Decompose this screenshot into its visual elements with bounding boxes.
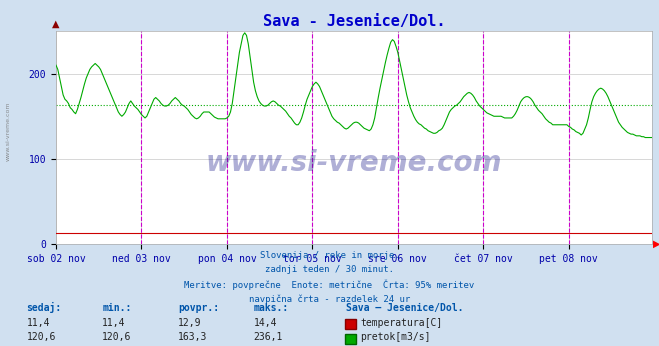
Text: pretok[m3/s]: pretok[m3/s] — [360, 332, 431, 342]
Text: Meritve: povprečne  Enote: metrične  Črta: 95% meritev: Meritve: povprečne Enote: metrične Črta:… — [185, 280, 474, 290]
Text: 163,3: 163,3 — [178, 332, 208, 342]
Text: Slovenija / reke in morje.: Slovenija / reke in morje. — [260, 251, 399, 260]
Text: Sava – Jesenice/Dol.: Sava – Jesenice/Dol. — [346, 303, 463, 313]
Text: www.si-vreme.com: www.si-vreme.com — [5, 102, 11, 161]
Text: navpična črta - razdelek 24 ur: navpična črta - razdelek 24 ur — [249, 294, 410, 304]
Title: Sava - Jesenice/Dol.: Sava - Jesenice/Dol. — [263, 13, 445, 29]
Text: 12,9: 12,9 — [178, 318, 202, 328]
Text: min.:: min.: — [102, 303, 132, 313]
Text: povpr.:: povpr.: — [178, 303, 219, 313]
Text: ▲: ▲ — [52, 19, 60, 29]
Text: 11,4: 11,4 — [26, 318, 50, 328]
Text: ▶: ▶ — [653, 239, 659, 249]
Text: www.si-vreme.com: www.si-vreme.com — [206, 149, 502, 177]
Text: temperatura[C]: temperatura[C] — [360, 318, 443, 328]
Text: sedaj:: sedaj: — [26, 302, 61, 313]
Text: zadnji teden / 30 minut.: zadnji teden / 30 minut. — [265, 265, 394, 274]
Text: 11,4: 11,4 — [102, 318, 126, 328]
Text: 120,6: 120,6 — [102, 332, 132, 342]
Text: maks.:: maks.: — [254, 303, 289, 313]
Text: 14,4: 14,4 — [254, 318, 277, 328]
Text: 236,1: 236,1 — [254, 332, 283, 342]
Text: 120,6: 120,6 — [26, 332, 56, 342]
